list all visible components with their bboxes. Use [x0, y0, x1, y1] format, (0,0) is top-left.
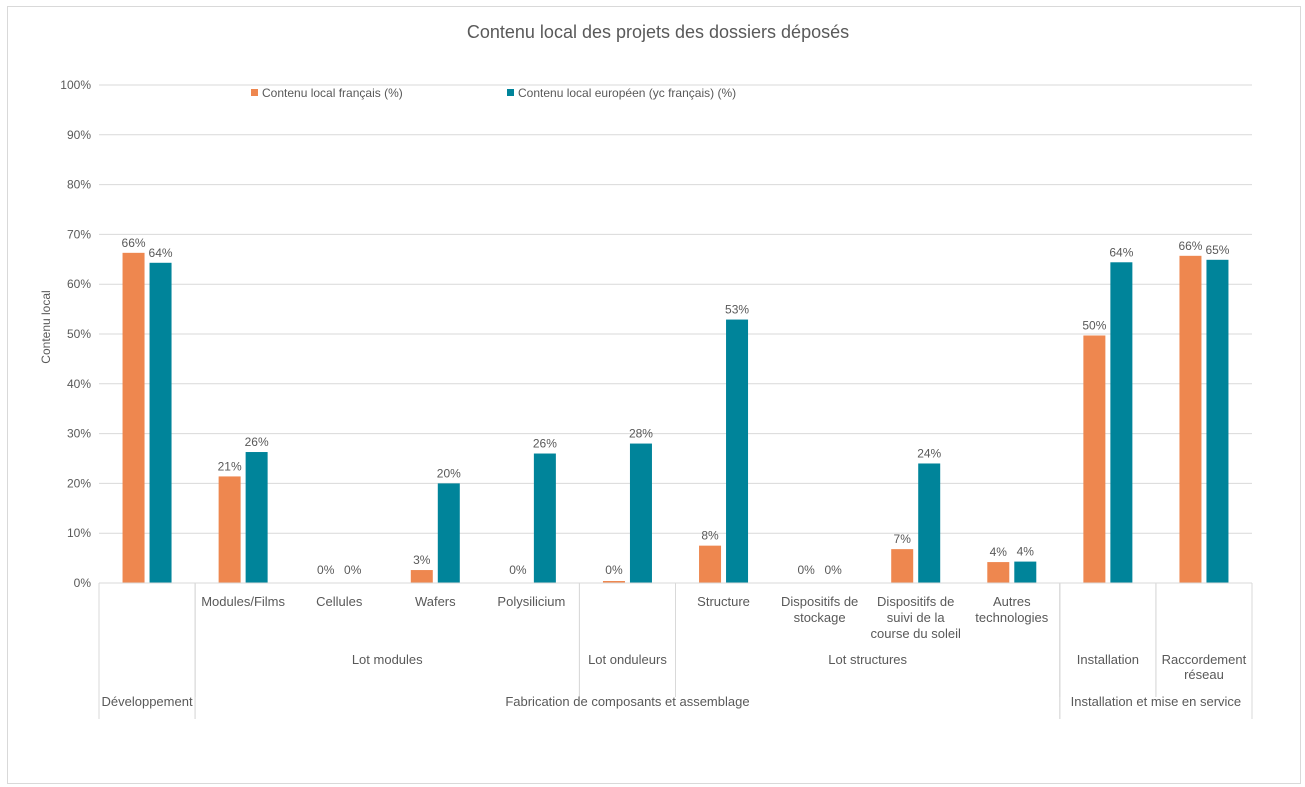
y-tick-label: 10% — [67, 526, 91, 540]
bar-eu — [149, 262, 172, 583]
bar-eu — [533, 453, 556, 583]
group-label: réseau — [1184, 667, 1224, 682]
category-label: suivi de la — [887, 610, 946, 625]
legend-label: Contenu local européen (yc français) (%) — [518, 86, 736, 100]
y-tick-label: 80% — [67, 178, 91, 192]
data-label: 21% — [218, 459, 242, 473]
data-label: 64% — [149, 246, 173, 260]
y-tick-label: 40% — [67, 377, 91, 391]
y-tick-label: 50% — [67, 327, 91, 341]
bar-eu — [1206, 259, 1229, 583]
bar-eu — [629, 443, 652, 583]
category-label: Structure — [697, 594, 750, 609]
section-label: Installation et mise en service — [1071, 694, 1242, 709]
legend-swatch — [507, 89, 514, 96]
data-label: 0% — [605, 563, 623, 577]
section-label: Développement — [102, 694, 193, 709]
gridlines — [99, 84, 1252, 584]
data-label: 24% — [917, 446, 941, 460]
y-axis-title: Contenu local — [39, 290, 53, 363]
y-tick-label: 90% — [67, 128, 91, 142]
group-label: Lot modules — [352, 652, 423, 667]
category-label: course du soleil — [871, 626, 961, 641]
data-label: 4% — [990, 545, 1008, 559]
y-tick-label: 100% — [60, 78, 91, 92]
data-label: 66% — [122, 236, 146, 250]
data-label: 20% — [437, 466, 461, 480]
data-label: 0% — [317, 563, 335, 577]
category-label: stockage — [794, 610, 846, 625]
bar-fr — [987, 562, 1010, 583]
bar-eu — [726, 319, 749, 583]
y-axis: 0% 10% 20% 30% 40% 50% 60% 70% 80% 90% 100% — [60, 78, 91, 590]
data-label: 0% — [509, 563, 527, 577]
category-label: Cellules — [316, 594, 363, 609]
category-label: Dispositifs de — [781, 594, 858, 609]
data-label: 26% — [533, 437, 557, 451]
bar-eu — [1110, 262, 1133, 583]
data-label: 0% — [344, 563, 362, 577]
y-tick-label: 30% — [67, 427, 91, 441]
group-label: Lot structures — [828, 652, 907, 667]
bar-fr — [1179, 255, 1202, 583]
legend: Contenu local français (%) Contenu local … — [251, 86, 736, 100]
chart-frame: Contenu local des projets des dossiers d… — [7, 6, 1301, 784]
data-label: 3% — [413, 553, 431, 567]
category-label: Dispositifs de — [877, 594, 954, 609]
category-label: Modules/Films — [201, 594, 285, 609]
legend-swatch — [251, 89, 258, 96]
y-tick-label: 20% — [67, 476, 91, 490]
bar-fr — [1083, 335, 1106, 583]
bar-fr — [891, 549, 914, 583]
bar-fr — [410, 570, 433, 583]
y-tick-label: 70% — [67, 227, 91, 241]
bar-eu — [437, 483, 460, 583]
group-label: Raccordement — [1162, 652, 1247, 667]
category-label: Polysilicium — [497, 594, 565, 609]
data-label: 8% — [701, 529, 719, 543]
data-label: 7% — [894, 532, 912, 546]
legend-label: Contenu local français (%) — [262, 86, 403, 100]
data-label: 64% — [1109, 245, 1133, 259]
data-label: 53% — [725, 303, 749, 317]
bar-fr — [122, 252, 145, 584]
category-label: Wafers — [415, 594, 456, 609]
bar-fr — [699, 545, 722, 583]
chart-title: Contenu local des projets des dossiers d… — [467, 22, 849, 42]
data-label: 0% — [797, 563, 815, 577]
y-tick-label: 60% — [67, 277, 91, 291]
bar-eu — [918, 463, 941, 583]
bars: 66%64%21%26%0% 0%3%20%0%26%0%28%8%53%0% 0%… — [122, 236, 1230, 584]
bar-eu — [1014, 561, 1037, 583]
bar-fr — [218, 476, 241, 583]
data-label: 65% — [1205, 243, 1229, 257]
group-label: Installation — [1077, 652, 1139, 667]
data-label: 66% — [1178, 239, 1202, 253]
bar-eu — [245, 452, 268, 583]
data-label: 28% — [629, 427, 653, 441]
data-label: 50% — [1082, 318, 1106, 332]
x-axis: Modules/Films Cellules Wafers Polysilicium S… — [98, 582, 1253, 719]
section-label: Fabrication de composants et assemblage — [505, 694, 749, 709]
data-label: 26% — [245, 435, 269, 449]
category-label: Autres — [993, 594, 1031, 609]
y-tick-label: 0% — [74, 576, 92, 590]
bar-fr — [602, 581, 625, 583]
group-label: Lot onduleurs — [588, 652, 667, 667]
data-label: 0% — [824, 563, 842, 577]
category-label: technologies — [975, 610, 1048, 625]
data-label: 4% — [1017, 545, 1035, 559]
bar-chart: Contenu local des projets des dossiers d… — [39, 22, 1253, 719]
